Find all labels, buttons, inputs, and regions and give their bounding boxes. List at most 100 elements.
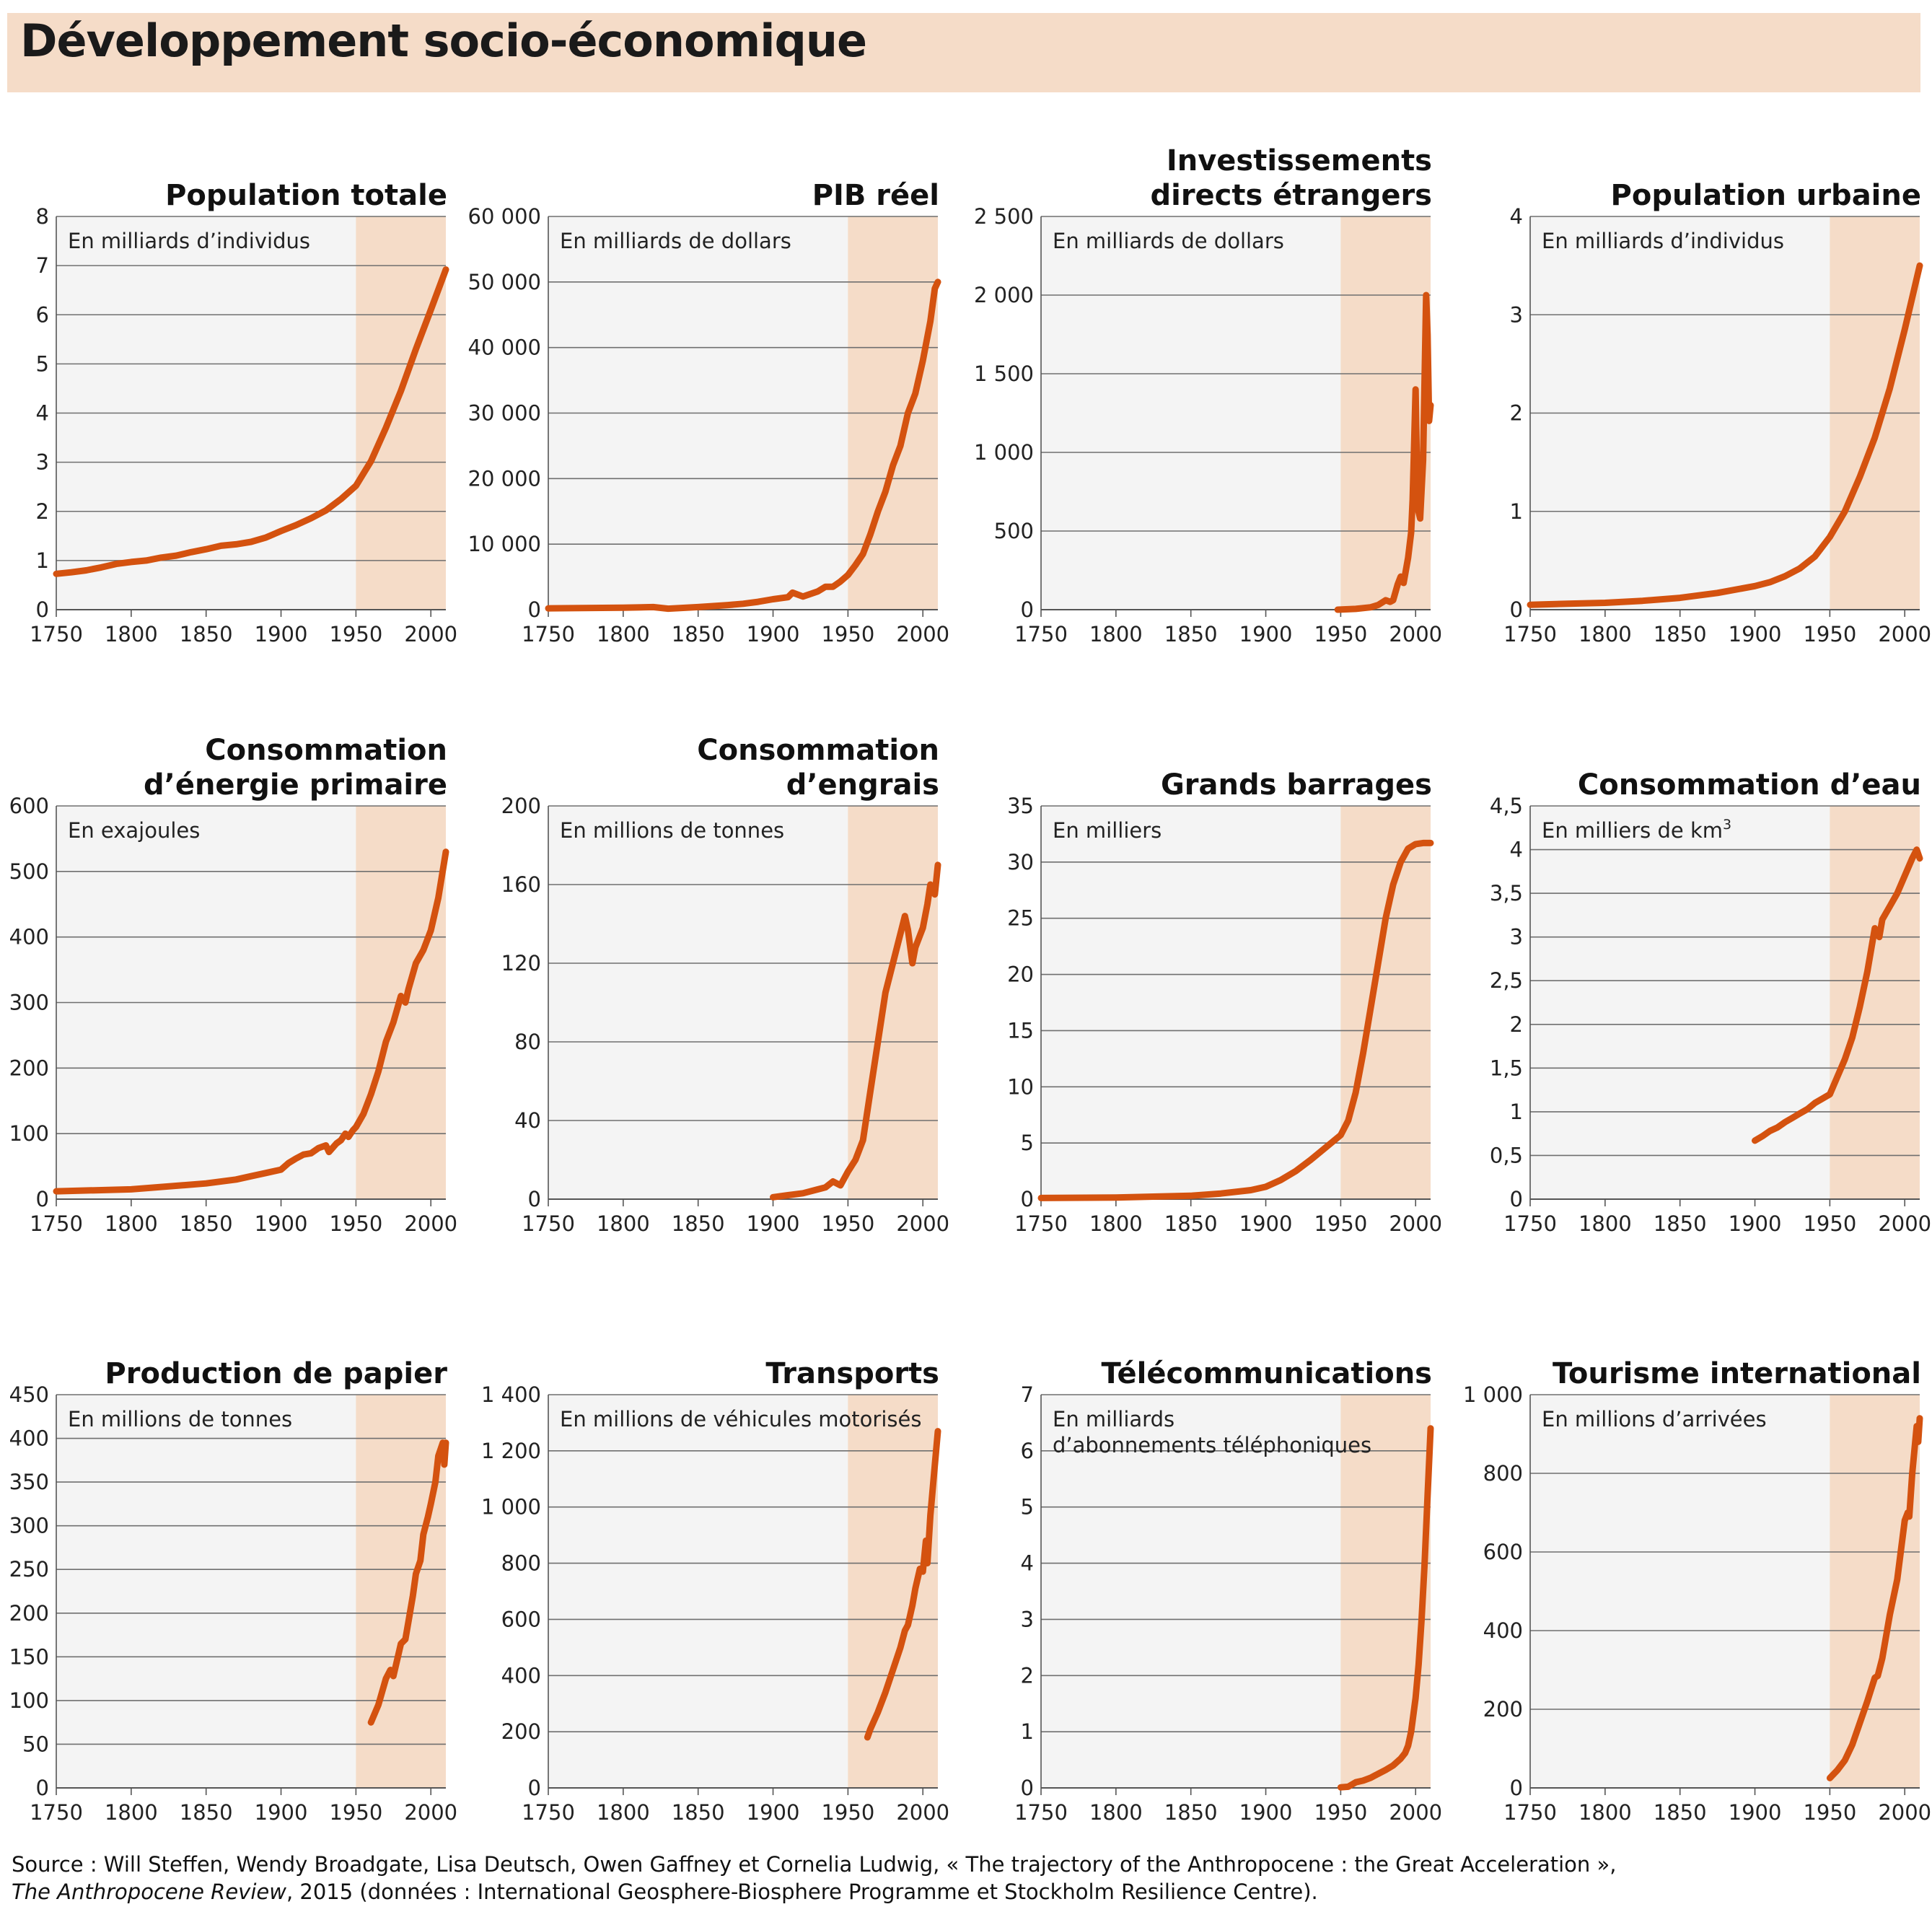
x-tick-label: 1950: [329, 1800, 382, 1825]
x-tick-label: 1750: [522, 1800, 575, 1825]
y-tick-label: 4: [1510, 204, 1523, 229]
y-tick-label: 0: [1021, 1187, 1034, 1211]
unit-label: En milliers: [1053, 818, 1162, 843]
x-tick-label: 1800: [1089, 1800, 1143, 1825]
series-line: [1752, 846, 1923, 1144]
y-tick-label: 0: [528, 1776, 541, 1800]
x-tick-label: 1850: [672, 622, 725, 646]
y-tick-label: 25: [1007, 906, 1034, 931]
series-line: [1826, 1415, 1923, 1781]
x-tick-label: 1800: [105, 622, 158, 646]
y-tick-label: 400: [9, 1426, 49, 1451]
x-tick-label: 1950: [1803, 1211, 1856, 1236]
y-tick-label: 1: [1510, 1100, 1523, 1124]
x-tick-label: 1850: [1164, 1800, 1218, 1825]
x-tick-label: 1900: [747, 1211, 800, 1236]
y-tick-label: 2: [36, 499, 49, 524]
x-tick-label: 2000: [1389, 1800, 1442, 1825]
y-tick-label: 1 500: [974, 361, 1034, 386]
y-tick-label: 10 000: [468, 532, 541, 556]
x-tick-label: 1800: [1089, 1211, 1143, 1236]
x-tick-label: 1750: [522, 622, 575, 646]
y-tick-label: 5: [36, 351, 49, 376]
x-tick-label: 1800: [597, 1211, 650, 1236]
unit-label: En milliards de dollars: [560, 229, 791, 253]
x-tick-label: 1850: [1164, 1211, 1218, 1236]
chart-title: PIB réel: [812, 179, 939, 212]
y-tick-label: 1: [36, 548, 49, 573]
y-tick-label: 600: [1483, 1540, 1523, 1564]
x-tick-label: 2000: [1878, 1211, 1931, 1236]
y-tick-label: 60 000: [468, 204, 541, 229]
y-tick-label: 3: [1021, 1607, 1034, 1631]
y-tick-label: 35: [1007, 794, 1034, 818]
chart-title: Production de papier: [105, 1357, 447, 1390]
y-tick-label: 200: [1483, 1697, 1523, 1722]
x-tick-label: 1900: [1239, 622, 1293, 646]
y-tick-label: 400: [501, 1663, 541, 1688]
x-tick-label: 1850: [672, 1211, 725, 1236]
source-note: Source : Will Steffen, Wendy Broadgate, …: [12, 1851, 1902, 1906]
y-tick-label: 0: [1510, 1187, 1523, 1211]
x-tick-label: 2000: [1389, 1211, 1442, 1236]
chart-panel-12: 0 200 400 600 800 1 000 1750 1800 1850 1900 1950 20…: [1463, 1357, 1931, 1825]
y-tick-label: 120: [501, 951, 541, 975]
x-tick-label: 1800: [597, 1800, 650, 1825]
x-tick-label: 1800: [105, 1211, 158, 1236]
y-tick-label: 15: [1007, 1018, 1034, 1043]
x-tick-label: 1800: [1578, 622, 1632, 646]
y-tick-label: 160: [501, 872, 541, 897]
y-tick-label: 3: [1510, 302, 1523, 327]
chart-title: Population totale: [165, 179, 447, 212]
shaded-period: [356, 1395, 446, 1788]
unit-label: En milliers de km3: [1542, 817, 1731, 843]
y-tick-label: 0: [1021, 1776, 1034, 1800]
unit-label: En milliards d’individus: [68, 229, 310, 253]
chart-title: Consommation: [697, 734, 939, 767]
unit-label: En milliards: [1053, 1407, 1174, 1431]
source-publication: The Anthropocene Review: [12, 1880, 286, 1904]
x-tick-label: 1750: [1014, 1211, 1068, 1236]
y-tick-label: 20 000: [468, 466, 541, 491]
y-tick-label: 450: [9, 1382, 49, 1407]
y-tick-label: 1 200: [481, 1439, 541, 1463]
x-tick-label: 2000: [896, 1211, 949, 1236]
y-tick-label: 0: [1510, 1776, 1523, 1800]
y-tick-label: 100: [9, 1688, 49, 1713]
series-line: [367, 1439, 449, 1726]
chart-panel-5: 0 100 200 300 400 500 600 1750 1800 1850 1900 1950 2…: [9, 734, 457, 1236]
chart-panel-10: 0 200 400 600 800 1 000 1 200 1 400 1750 1800 1850…: [481, 1357, 949, 1825]
chart-panel-11: 0 1 2 3 4 5 6 7 1750 1800 1850 1900 1950 2000 Télécomm…: [1014, 1357, 1442, 1825]
y-tick-label: 5: [1021, 1495, 1034, 1519]
x-tick-label: 1750: [30, 1800, 83, 1825]
chart-panel-8: 0 0,5 1 1,5 2 2,5 3 3,5 4 4,5 1750 1800 1850 1900 1950…: [1490, 768, 1931, 1236]
y-tick-label: 0: [1021, 597, 1034, 622]
y-tick-label: 1: [1021, 1719, 1034, 1744]
y-tick-label: 400: [1483, 1618, 1523, 1643]
y-tick-label: 50 000: [468, 270, 541, 294]
y-tick-label: 200: [501, 1719, 541, 1744]
x-tick-label: 1800: [1578, 1211, 1632, 1236]
x-tick-label: 1900: [255, 622, 308, 646]
x-tick-label: 2000: [896, 622, 949, 646]
y-tick-label: 100: [9, 1121, 49, 1146]
y-tick-label: 4: [1021, 1551, 1034, 1576]
x-tick-label: 1850: [1164, 622, 1218, 646]
x-tick-label: 1750: [1014, 1800, 1068, 1825]
series-line: [1527, 262, 1923, 608]
chart-title: directs étrangers: [1150, 179, 1432, 212]
x-tick-label: 1800: [1578, 1800, 1632, 1825]
x-tick-label: 1750: [522, 1211, 575, 1236]
y-tick-label: 2 500: [974, 204, 1034, 229]
y-tick-label: 800: [501, 1551, 541, 1576]
y-tick-label: 30 000: [468, 401, 541, 426]
x-tick-label: 1900: [255, 1800, 308, 1825]
x-tick-label: 1900: [747, 622, 800, 646]
x-tick-label: 1800: [105, 1800, 158, 1825]
x-tick-label: 2000: [404, 1800, 457, 1825]
x-tick-label: 1950: [329, 1211, 382, 1236]
x-tick-label: 1950: [1803, 1800, 1856, 1825]
y-tick-label: 800: [1483, 1461, 1523, 1486]
y-tick-label: 600: [501, 1607, 541, 1631]
series-line: [53, 266, 449, 577]
